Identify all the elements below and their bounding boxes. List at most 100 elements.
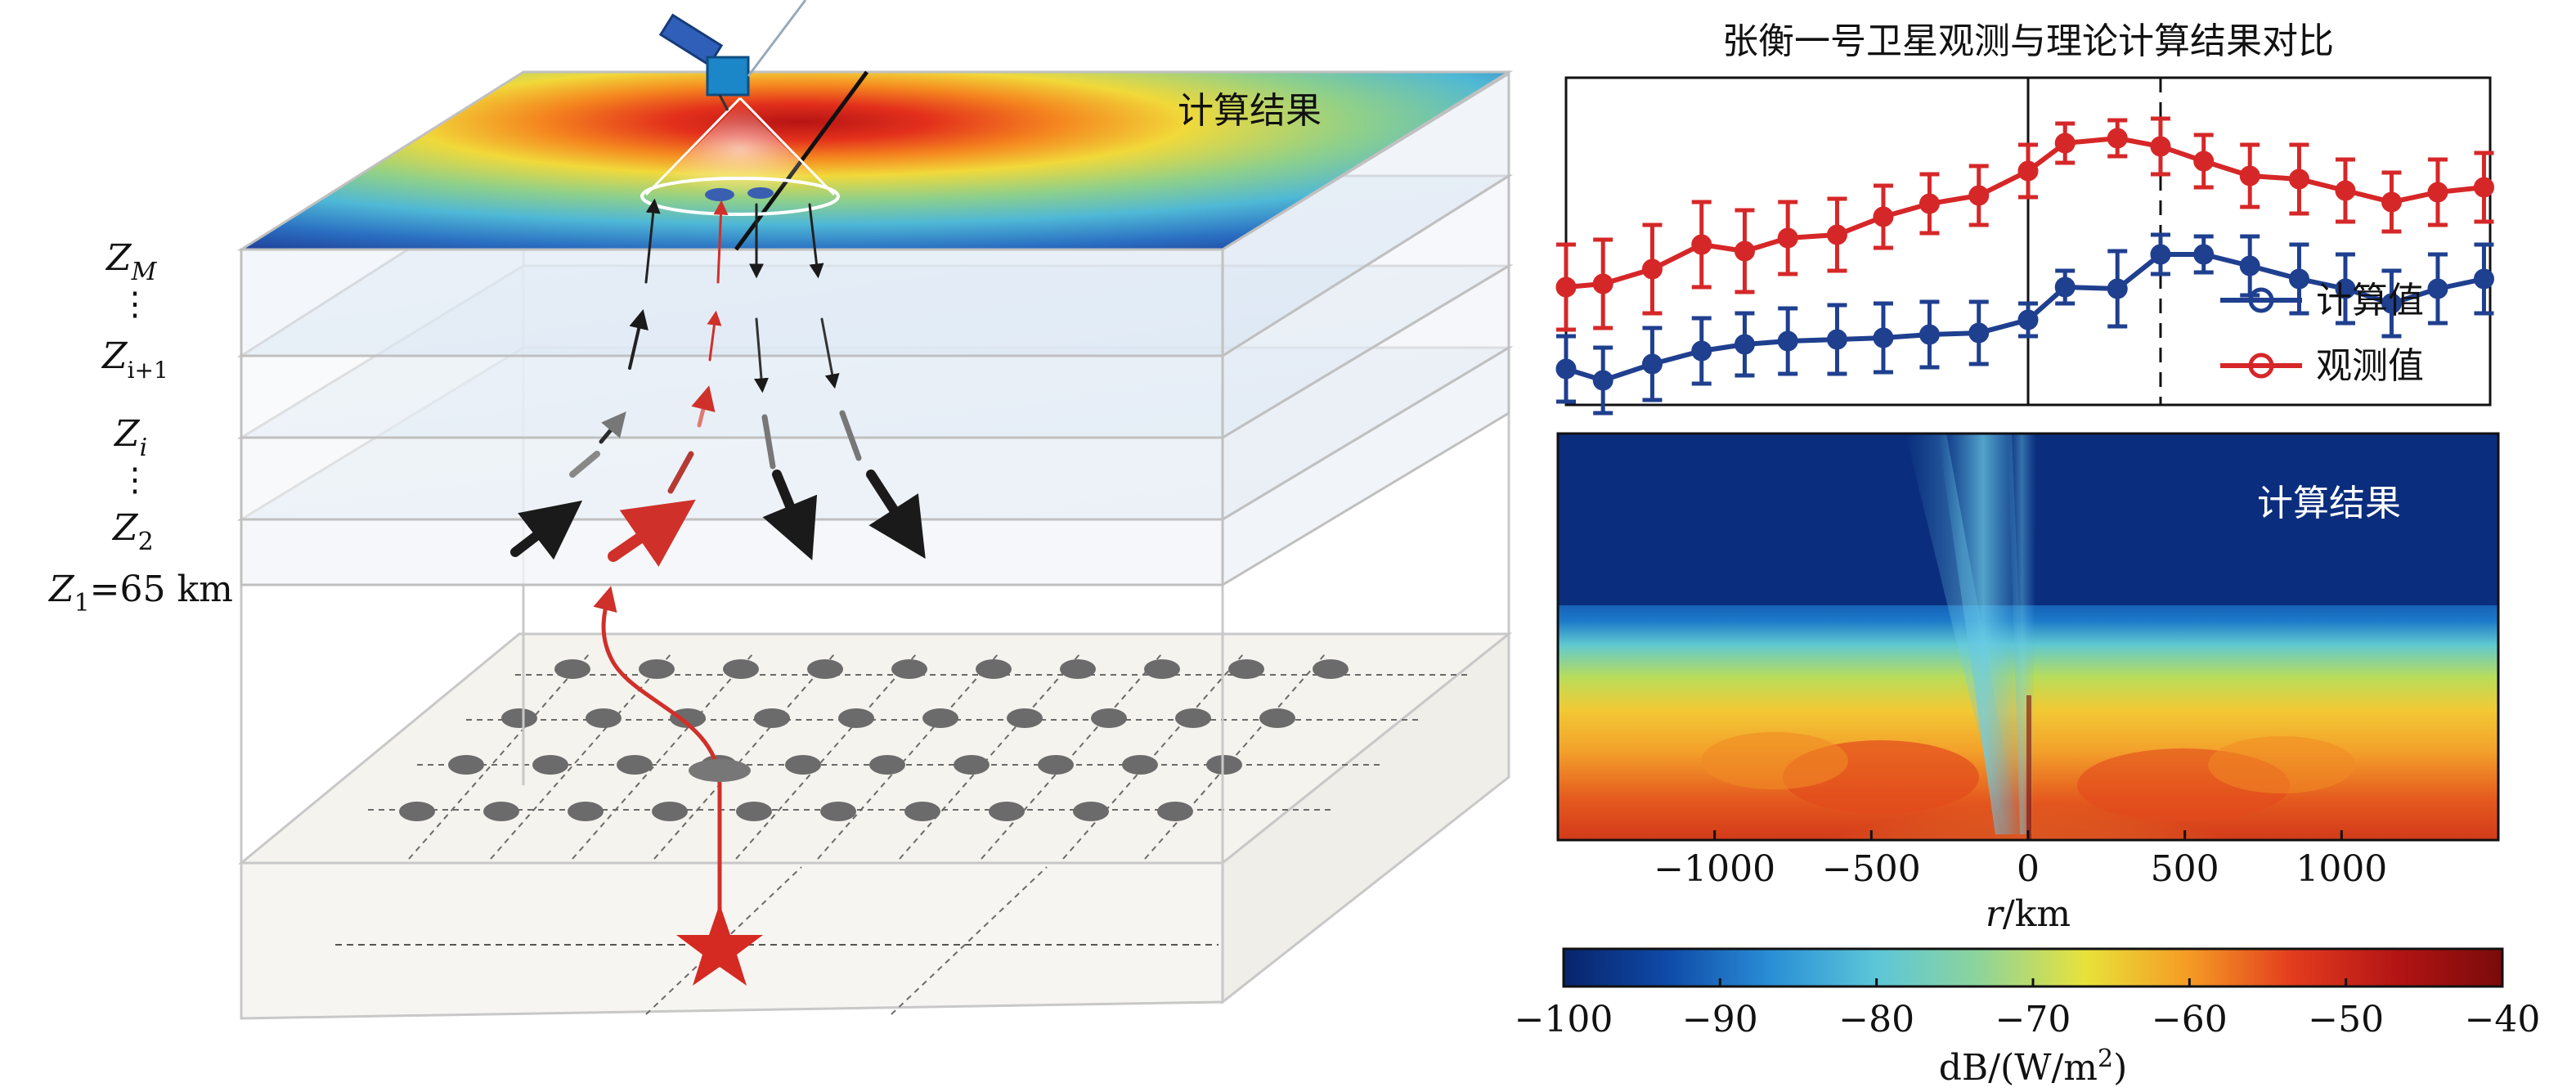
data-point-observed xyxy=(2381,191,2402,213)
data-point-computed xyxy=(2054,276,2076,298)
data-point-computed xyxy=(1691,340,1712,362)
data-point-observed xyxy=(2288,169,2309,190)
station-dot xyxy=(1259,708,1295,728)
data-point-computed xyxy=(2017,309,2039,330)
colorbar-tick-label: −50 xyxy=(2308,999,2384,1040)
data-point-observed xyxy=(2239,165,2260,186)
heatmap-x-tick-label: 500 xyxy=(2151,848,2219,890)
data-point-computed xyxy=(1919,324,1940,345)
station-dot xyxy=(736,802,772,821)
station-dot xyxy=(501,708,537,728)
station-dot xyxy=(904,802,940,821)
colorbar: −100 −90 −80 −70 −60 −50 −40 dB/(W/m2) xyxy=(1515,947,2541,1089)
ray-arrow xyxy=(713,200,729,284)
data-point-computed xyxy=(1734,334,1755,355)
ray-arrow xyxy=(510,500,583,560)
label-zm: ZM xyxy=(105,237,158,286)
station-grid xyxy=(399,659,1349,821)
data-point-observed xyxy=(1919,193,1940,214)
ray-arrow xyxy=(761,414,776,470)
station-dot xyxy=(1206,755,1242,775)
station-dot xyxy=(670,708,706,728)
data-point-observed xyxy=(2017,160,2039,182)
station-dot xyxy=(989,802,1025,821)
label-zi1: Zi+1 xyxy=(101,335,168,384)
legend-item-computed: 计算值 xyxy=(2220,280,2424,321)
ray-arrow xyxy=(820,317,840,389)
heatmap-x-tick-label: −500 xyxy=(1822,848,1921,890)
station-dot xyxy=(1175,708,1211,728)
station-dot xyxy=(1157,802,1193,821)
station-dot xyxy=(639,659,675,679)
label-z1: Z1=65 km xyxy=(47,568,233,618)
label-ellipsis-lower: ⋮ xyxy=(119,461,151,499)
data-point-computed xyxy=(2473,268,2494,290)
colorbar-tick-label: −40 xyxy=(2465,999,2541,1040)
colorbar-ticks: −100 −90 −80 −70 −60 −50 −40 xyxy=(1515,978,2541,1040)
station-dot xyxy=(785,755,821,775)
station-dot xyxy=(1073,802,1109,821)
data-point-observed xyxy=(2054,133,2076,154)
colorbar-tick-label: −90 xyxy=(1682,999,1758,1040)
data-point-observed xyxy=(1592,273,1613,294)
station-dot xyxy=(807,659,843,679)
comparison-chart-panel: 张衡一号卫星观测与理论计算结果对比 计算值 观测值 xyxy=(1555,20,2494,416)
data-point-computed xyxy=(1873,327,1894,348)
station-dot xyxy=(652,802,688,821)
station-dot xyxy=(532,755,568,775)
data-point-observed xyxy=(2150,136,2171,157)
top-computed-field xyxy=(236,70,1514,251)
colorbar-tick-label: −70 xyxy=(1995,999,2071,1040)
station-dot xyxy=(838,708,874,728)
ray-arrow xyxy=(691,385,716,428)
station-dot xyxy=(586,708,622,728)
heatmap-x-tick-label: −1000 xyxy=(1654,848,1775,890)
station-dot xyxy=(1038,755,1074,775)
line-plot-area xyxy=(1555,78,2494,416)
station-dot xyxy=(891,659,927,679)
station-dot xyxy=(1313,659,1349,679)
colorbar-label: dB/(W/m2) xyxy=(1939,1045,2128,1089)
layer-labels: ZM ⋮ Zi+1 Zi ⋮ Z2 Z1=65 km xyxy=(47,237,233,618)
ray-arrow xyxy=(599,411,626,444)
data-point-observed xyxy=(2427,182,2448,203)
station-dot xyxy=(1007,708,1043,728)
data-point-observed xyxy=(1734,240,1755,262)
station-dot xyxy=(723,659,759,679)
ray-arrow xyxy=(608,499,696,567)
station-dot xyxy=(754,708,790,728)
legend-label-computed: 计算值 xyxy=(2316,280,2424,321)
station-dot xyxy=(1228,659,1264,679)
data-point-computed xyxy=(2193,244,2215,265)
ray-arrow xyxy=(808,203,824,279)
data-point-computed xyxy=(2239,255,2260,276)
label-ellipsis-upper: ⋮ xyxy=(119,285,151,323)
data-point-observed xyxy=(1968,185,1990,206)
heatmap-x-axis: −1000 −500 0 500 1000 xyxy=(1654,830,2387,890)
source-path xyxy=(593,586,751,932)
station-dot xyxy=(1144,659,1180,679)
station-dot xyxy=(869,755,905,775)
ray-arrow xyxy=(866,470,926,559)
data-point-computed xyxy=(1777,330,1798,352)
ray-arrow xyxy=(628,308,648,370)
data-point-observed xyxy=(1826,224,1847,245)
data-point-computed xyxy=(1555,358,1577,380)
ray-arrow xyxy=(762,470,818,560)
heatmap-label: 计算结果 xyxy=(2257,483,2401,524)
station-dot xyxy=(820,802,856,821)
comparison-chart-title: 张衡一号卫星观测与理论计算结果对比 xyxy=(1722,20,2334,62)
colorbar-tick-label: −100 xyxy=(1515,999,1613,1040)
station-dot xyxy=(617,755,653,775)
station-dot xyxy=(1060,659,1096,679)
heatmap-panel: 计算结果 −1000 −500 0 500 1000 r/km xyxy=(1556,432,2500,935)
ray-arrow xyxy=(707,310,722,362)
data-point-observed xyxy=(1641,258,1663,280)
heatmap-x-tick-label: 1000 xyxy=(2296,848,2387,890)
station-dot xyxy=(568,802,604,821)
ray-arrow xyxy=(839,410,862,461)
label-z2: Z2 xyxy=(111,507,154,556)
station-dot xyxy=(554,659,590,679)
layered-model-diagram: 计算结果 xyxy=(47,0,1514,1020)
